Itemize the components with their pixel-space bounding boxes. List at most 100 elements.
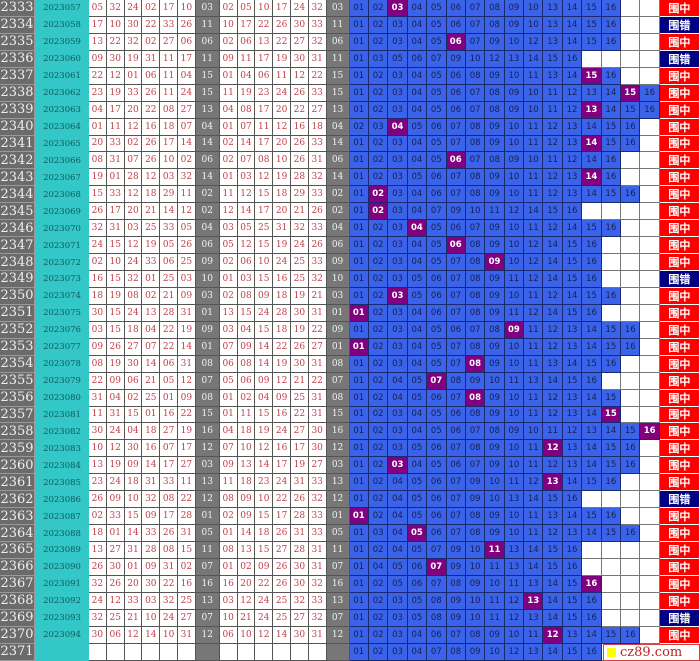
candidate-number-cell: 12 [524,474,544,492]
sorted-red-cell: 31 [290,525,309,542]
candidate-number-cell: 10 [504,118,525,136]
sorted-red-cell: 22 [290,406,309,424]
candidate-number-cell: 04 [407,67,428,85]
empty-cell [621,271,641,288]
candidate-number-cell: 02 [368,237,389,255]
candidate-number-cell: 13 [504,542,525,559]
red-ball-cell: 15 [124,406,143,424]
sorted-red-cell: 24 [290,237,309,255]
sorted-red-cell: 30 [290,50,309,68]
sorted-red-cell: 09 [237,338,256,356]
sorted-red-cell: 19 [273,355,291,373]
candidate-number-cell: 02 [368,152,389,170]
row-number: 2337 [0,67,35,85]
candidate-number-cell: 06 [407,50,428,68]
candidate-number-cell: 03 [388,304,408,322]
sorted-red-cell: 30 [290,16,309,34]
red-ball-cell: 30 [124,440,143,458]
empty-cell [601,50,622,68]
candidate-number-cell: 06 [427,525,447,542]
period-cell: 2023087 [35,508,89,526]
blue-ball-repeat-cell: 15 [326,406,350,424]
candidate-number-cell: 07 [446,254,466,271]
row-number: 2354 [0,355,35,373]
candidate-number-cell: 09 [465,575,486,593]
sorted-red-cell: 33 [308,592,327,610]
red-ball-cell: 12 [124,237,143,255]
blue-ball-repeat-cell: 15 [326,84,350,102]
candidate-number-cell: 15 [562,592,583,610]
red-ball-cell: 01 [142,406,161,424]
empty-cell [601,558,622,576]
candidate-number-cell: 16 [621,321,641,339]
candidate-number-cell: 16 [582,254,602,271]
red-ball-cell: 31 [160,558,178,576]
candidate-number-cell: 05 [407,542,428,559]
candidate-number-cell: 15 [621,101,641,119]
candidate-number-cell: 03 [388,16,408,34]
candidate-number-cell: 05 [407,508,428,526]
empty-cell [640,440,660,458]
sorted-red-cell: 01 [219,169,238,187]
hit-number-cell: 02 [368,186,389,204]
candidate-number-cell: 05 [427,321,447,339]
sorted-red-cell: 18 [255,525,274,542]
candidate-number-cell: 15 [601,186,622,204]
candidate-number-cell: 05 [427,33,447,51]
red-ball-cell: 09 [142,558,161,576]
row-number: 2359 [0,440,35,458]
result-badge: 围中 [659,101,700,119]
site-logo[interactable]: cz89.com [603,644,700,661]
sorted-red-cell: 32 [308,0,327,17]
sorted-red-cell: 18 [273,186,291,204]
sorted-red-cell: 27 [308,101,327,119]
candidate-number-cell: 09 [485,287,505,305]
candidate-number-cell: 05 [427,338,447,356]
result-badge: 围中 [659,0,700,17]
candidate-number-cell: 05 [427,406,447,424]
hit-number-cell: 03 [388,457,408,475]
candidate-number-cell: 08 [465,338,486,356]
candidate-number-cell: 07 [465,321,486,339]
candidate-number-cell: 15 [582,474,602,492]
candidate-number-cell: 06 [427,508,447,526]
sorted-red-cell: 13 [237,542,256,559]
candidate-number-cell: 02 [368,626,389,644]
candidate-number-cell: 14 [562,16,583,34]
red-ball-cell: 13 [89,457,107,475]
empty-cell [640,508,660,526]
candidate-number-cell: 04 [407,321,428,339]
hit-number-cell: 16 [582,575,602,593]
candidate-number-cell: 13 [543,67,563,85]
sorted-red-cell: 09 [237,491,256,509]
period-cell: 2023072 [35,254,89,271]
candidate-number-cell: 14 [582,152,602,170]
candidate-number-cell: 14 [562,355,583,373]
hit-number-cell: 14 [582,169,602,187]
empty-cell [640,220,660,238]
result-badge: 围中 [659,237,700,255]
blue-ball-repeat-cell: 08 [326,355,350,373]
sorted-red-cell: 14 [255,338,274,356]
red-ball-cell: 06 [142,67,161,85]
row-number: 2338 [0,84,35,102]
empty-cell [621,254,641,271]
result-badge: 围错 [659,16,700,34]
candidate-number-cell: 04 [407,423,428,441]
sorted-red-cell: 19 [290,321,309,339]
red-ball-cell: 22 [89,67,107,85]
candidate-number-cell: 01 [349,84,369,102]
red-ball-cell: 26 [177,16,196,34]
candidate-number-cell: 09 [485,118,505,136]
sorted-red-cell: 24 [290,0,309,17]
red-ball-cell: 33 [106,508,125,526]
candidate-number-cell: 07 [427,203,447,221]
candidate-number-cell: 08 [465,440,486,458]
candidate-number-cell: 01 [349,287,369,305]
candidate-number-cell: 01 [349,389,369,407]
candidate-number-cell: 04 [407,254,428,271]
red-ball-cell: 11 [177,474,196,492]
sorted-red-cell: 14 [237,135,256,153]
sorted-red-cell: 09 [255,558,274,576]
sorted-red-cell: 21 [237,609,256,627]
